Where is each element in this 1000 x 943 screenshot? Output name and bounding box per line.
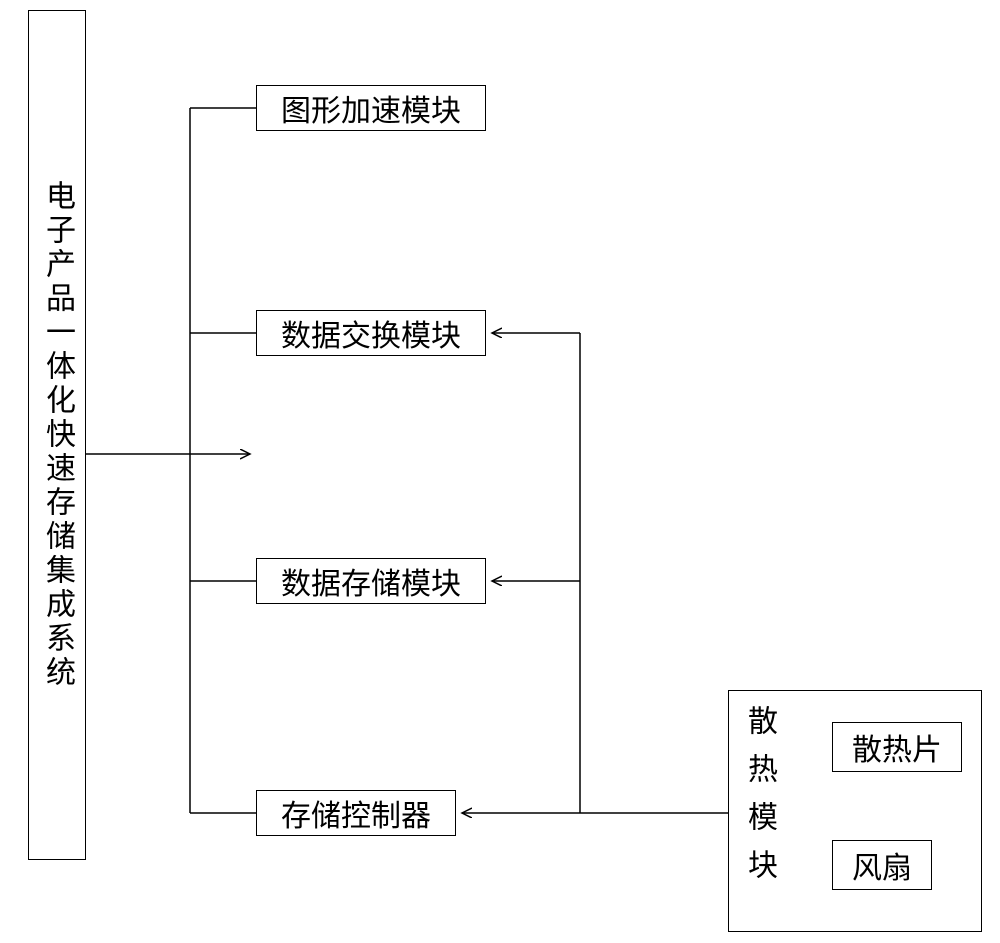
heatsink-label: 散热片	[852, 725, 942, 769]
heat-module-label: 散热模块	[737, 705, 781, 897]
data-exchange-box: 数据交换模块	[256, 310, 486, 356]
data-exchange-label: 数据交换模块	[281, 311, 461, 355]
storage-controller-label: 存储控制器	[281, 791, 431, 835]
data-storage-box: 数据存储模块	[256, 558, 486, 604]
storage-controller-box: 存储控制器	[256, 790, 456, 836]
main-system-box: 电子产品一体化快速存储集成系统	[28, 10, 86, 860]
heatsink-box: 散热片	[832, 722, 962, 772]
data-storage-label: 数据存储模块	[281, 559, 461, 603]
fan-box: 风扇	[832, 840, 932, 890]
fan-label: 风扇	[852, 843, 912, 887]
graphics-accel-box: 图形加速模块	[256, 85, 486, 131]
graphics-accel-label: 图形加速模块	[281, 86, 461, 130]
main-system-label: 电子产品一体化快速存储集成系统	[35, 180, 79, 690]
